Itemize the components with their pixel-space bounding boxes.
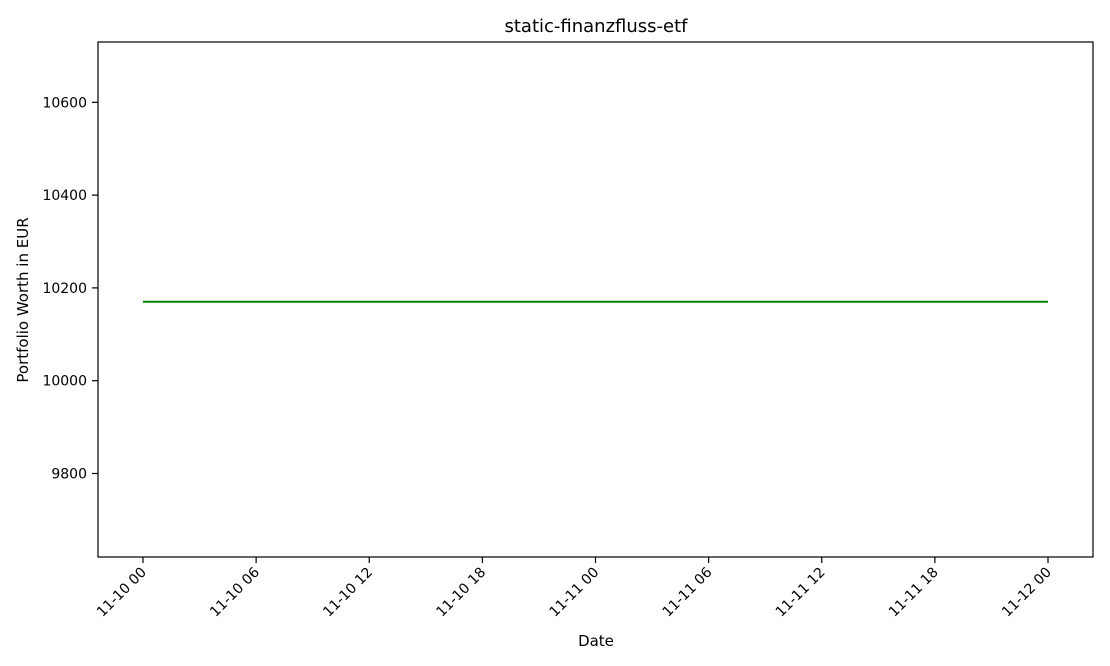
y-tick-label: 10200: [42, 281, 87, 297]
x-axis-label: Date: [578, 632, 614, 650]
y-tick-label: 10000: [42, 374, 87, 390]
y-tick-label: 10400: [42, 188, 87, 204]
chart-title: static-finanzfluss-etf: [504, 16, 688, 37]
y-axis: 9800 10000 10200 10400 10600: [42, 95, 98, 482]
y-tick-label: 10600: [42, 95, 87, 111]
y-tick-label: 9800: [51, 466, 87, 482]
plot-area-frame: [97, 41, 1094, 558]
y-axis-label: Portfolio Worth in EUR: [14, 217, 32, 382]
